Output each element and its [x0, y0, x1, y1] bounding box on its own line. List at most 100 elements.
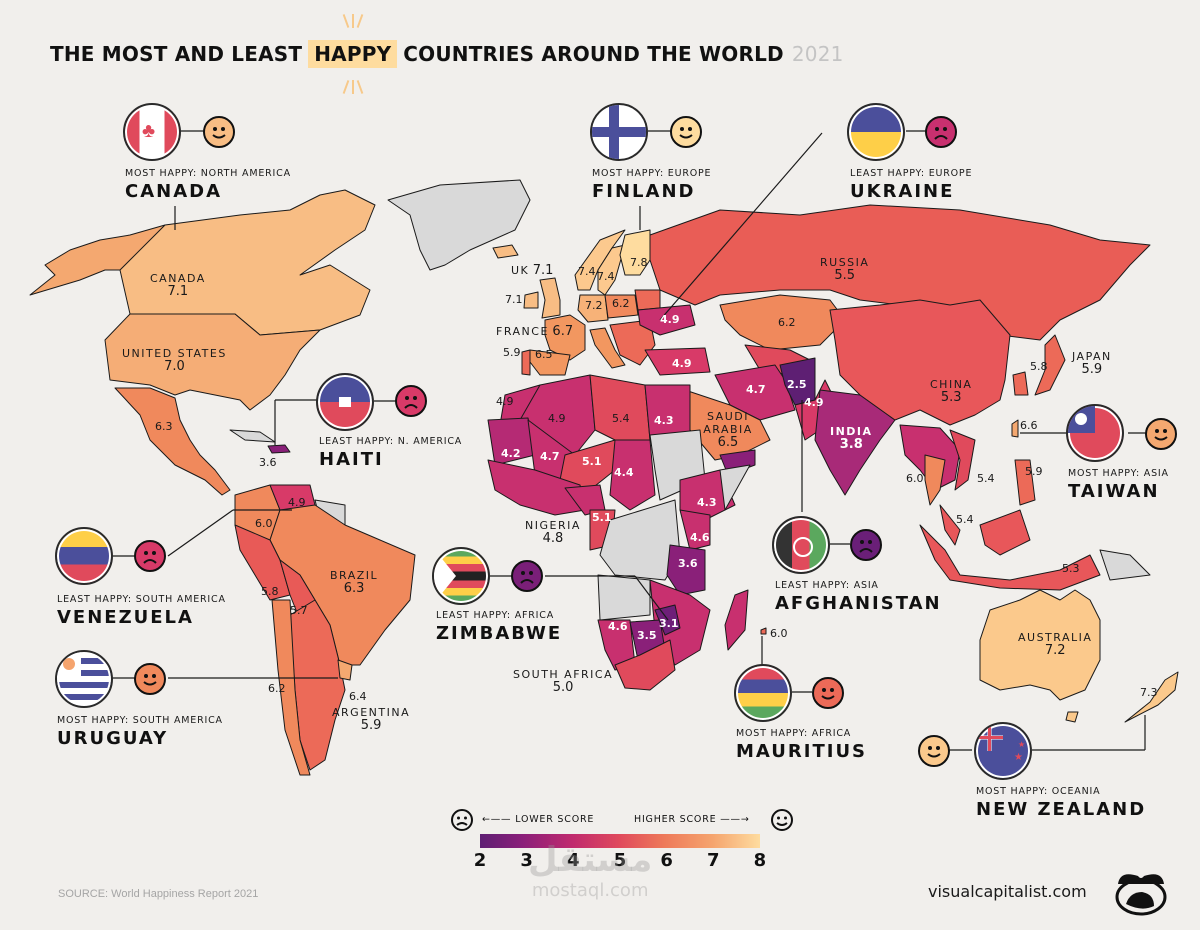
somalia-shape [719, 464, 751, 511]
label-haiti: 3.6 [259, 456, 277, 469]
lower-score-label: ←—— LOWER SCORE [482, 814, 595, 825]
happy-face-icon [1145, 418, 1177, 450]
label-niger: 5.1 [582, 455, 602, 468]
label-usa: UNITED STATES 7.0 [122, 347, 227, 374]
label-tanzania: 3.6 [678, 557, 698, 570]
callout-connectors [111, 130, 1146, 751]
label-australia: AUSTRALIA 7.2 [1018, 631, 1093, 658]
label-france: FRANCE 6.7 [496, 324, 574, 339]
philippines-shape [1014, 459, 1036, 506]
source-note: SOURCE: World Happiness Report 2021 [58, 888, 259, 900]
finland-shape [619, 229, 651, 276]
png-shape [1099, 549, 1151, 581]
ireland-shape [523, 291, 539, 309]
label-namibia: 4.6 [608, 620, 628, 633]
label-zimbabwe: 3.1 [659, 617, 679, 630]
korea-shape [1012, 371, 1029, 396]
venezuela-flag-icon [55, 527, 113, 585]
turkey-shape [644, 347, 711, 376]
label-taiwan: 6.6 [1020, 419, 1038, 432]
south-africa-shape [614, 639, 676, 691]
color-gradient-bar [480, 834, 760, 848]
tasmania-shape [1065, 711, 1079, 723]
title-year: 2021 [791, 42, 844, 66]
sad-face-icon [451, 809, 473, 831]
mauritius-shape [760, 627, 767, 635]
label-new-zealand: 7.3 [1140, 686, 1158, 699]
label-mauritius: 6.0 [770, 627, 788, 640]
callout-venezuela: LEAST HAPPY: SOUTH AMERICA VENEZUELA [57, 594, 226, 628]
germany-shape [577, 294, 609, 323]
new-zealand-flag-icon: ★ ★ [974, 722, 1032, 780]
thailand-shape [924, 454, 946, 506]
label-vietnam: 5.4 [977, 472, 995, 485]
callout-uruguay: MOST HAPPY: SOUTH AMERICA URUGUAY [57, 715, 223, 749]
chad-shape [609, 439, 656, 511]
west-africa-shape [487, 459, 586, 516]
label-indonesia: 5.3 [1062, 562, 1080, 575]
label-peru: 5.8 [261, 585, 279, 598]
uruguay-flag-icon [55, 650, 113, 708]
label-saudi-arabia: SAUDI ARABIA 6.5 [703, 410, 753, 450]
label-mexico: 6.3 [155, 420, 173, 433]
label-china: CHINA 5.3 [930, 378, 973, 405]
happy-face-icon [771, 809, 793, 831]
portugal-shape [521, 349, 531, 376]
callout-afghanistan: LEAST HAPPY: ASIA AFGHANISTAN [775, 580, 942, 614]
ukraine-flag-icon [847, 103, 905, 161]
belarus-shape [634, 289, 661, 311]
callout-finland: MOST HAPPY: EUROPE FINLAND [592, 168, 712, 202]
sad-face-icon [850, 529, 882, 561]
france-shape [544, 314, 586, 361]
label-botswana: 3.5 [637, 629, 657, 642]
callout-taiwan: MOST HAPPY: ASIA TAIWAN [1068, 468, 1169, 502]
italy-shape [589, 327, 626, 369]
label-thailand: 6.0 [906, 472, 924, 485]
label-colombia: 6.0 [255, 517, 273, 530]
borneo-shape [979, 509, 1031, 556]
uruguay-shape [337, 659, 353, 681]
label-kenya: 4.6 [690, 531, 710, 544]
china-shape [829, 299, 1011, 426]
label-nigeria: NIGERIA 4.8 [525, 519, 581, 546]
label-algeria: 4.9 [548, 412, 566, 425]
label-pakistan: 4.9 [804, 396, 824, 409]
tanzania-shape [666, 544, 706, 596]
indonesia-shape [919, 524, 1101, 591]
vietnam-shape [949, 429, 976, 491]
japan-shape [1034, 334, 1066, 396]
sad-face-icon [395, 385, 427, 417]
page-title: THE MOST AND LEAST HAPPY COUNTRIES AROUN… [50, 14, 844, 94]
haiti-flag-icon [316, 373, 374, 431]
label-chile: 6.2 [268, 682, 286, 695]
label-egypt: 4.3 [654, 414, 674, 427]
brand-link[interactable]: visualcapitalist.com [928, 882, 1087, 901]
label-libya: 5.4 [612, 412, 630, 425]
label-finland: 7.8 [630, 256, 648, 269]
label-philippines: 5.9 [1025, 465, 1043, 478]
niger-shape [559, 439, 616, 491]
title-prefix: THE MOST AND LEAST [50, 42, 303, 66]
label-bolivia: 5.7 [290, 604, 308, 617]
russia-shape [649, 204, 1151, 341]
callout-zimbabwe: LEAST HAPPY: AFRICA ZIMBABWE [436, 610, 563, 644]
callout-new-zealand: MOST HAPPY: OCEANIA NEW ZEALAND [976, 786, 1147, 820]
sad-face-icon [511, 560, 543, 592]
sparkle-rays-bottom-icon [342, 80, 364, 94]
afghanistan-flag-icon [772, 516, 830, 574]
finland-flag-icon [590, 103, 648, 161]
chile-shape [271, 599, 311, 776]
label-uruguay: 6.4 [349, 690, 367, 703]
label-portugal: 5.9 [503, 346, 521, 359]
title-highlight: HAPPY [308, 14, 398, 94]
angola-shape [597, 574, 651, 621]
greenland-shape [387, 179, 531, 271]
australia-shape [979, 589, 1101, 701]
haiti-shape [267, 444, 291, 454]
poland-shape [604, 294, 639, 319]
happy-face-icon [918, 735, 950, 767]
callout-haiti: LEAST HAPPY: N. AMERICA HAITI [319, 436, 463, 470]
iceland-shape [492, 244, 519, 259]
